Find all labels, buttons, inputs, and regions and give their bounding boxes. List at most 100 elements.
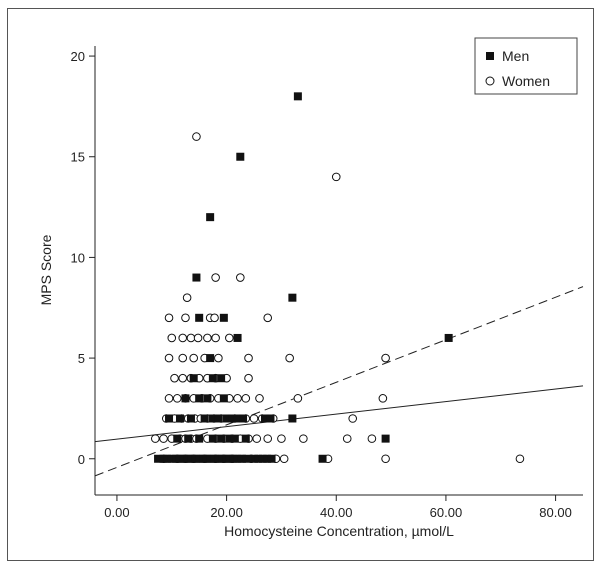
legend-men-label: Men (502, 48, 529, 64)
point-women (279, 454, 289, 464)
point-women (342, 434, 352, 443)
point-women (367, 434, 377, 443)
point-women (348, 414, 358, 423)
point-men (200, 414, 209, 423)
point-women (263, 313, 273, 323)
point-women (381, 454, 390, 464)
point-men (219, 313, 228, 322)
scatter-chart: 0.00 20.00 40.00 60.00 80.00 0 5 10 15 20 Homocys… (7, 8, 594, 561)
x-axis-label: Homocysteine Concentration, µmol/L (224, 523, 454, 539)
point-men (233, 454, 242, 463)
point-men (186, 414, 195, 423)
point-women (167, 333, 177, 343)
point-men (225, 434, 234, 443)
point-women (189, 353, 198, 363)
fit-lines (94, 286, 584, 477)
point-men (237, 454, 246, 463)
legend-women-label: Women (502, 73, 550, 89)
x-tick-label: 80.00 (539, 505, 572, 520)
point-men (267, 454, 276, 463)
point-men (242, 454, 251, 463)
point-men (222, 414, 231, 423)
y-tick-label: 5 (78, 351, 85, 366)
point-women (210, 313, 219, 323)
point-men (233, 333, 242, 342)
legend-men-marker (486, 52, 494, 60)
point-women (178, 353, 188, 363)
point-women (172, 394, 182, 403)
point-women (331, 172, 341, 182)
point-men (214, 414, 223, 423)
y-tick-label: 15 (71, 150, 85, 165)
point-women (244, 373, 253, 383)
point-men (167, 454, 176, 463)
point-men (250, 454, 259, 463)
point-men (293, 92, 302, 101)
point-men (263, 454, 272, 463)
y-axis-label: MPS Score (38, 234, 54, 305)
point-men (206, 354, 215, 363)
point-women (178, 373, 188, 383)
point-men (217, 374, 226, 383)
point-men (206, 213, 215, 222)
point-men (288, 414, 297, 423)
point-men (219, 394, 228, 403)
x-tick-label: 40.00 (320, 505, 353, 520)
point-women (244, 353, 253, 363)
point-men (260, 414, 269, 423)
point-men (195, 434, 204, 443)
point-women (181, 313, 190, 323)
point-women (186, 333, 196, 343)
point-men (184, 434, 193, 443)
point-women (193, 333, 203, 343)
point-men (195, 313, 204, 322)
point-men (236, 152, 245, 161)
point-men (444, 333, 453, 342)
point-women (378, 394, 388, 403)
y-tick-label: 0 (78, 452, 85, 467)
axes (94, 46, 583, 496)
chart-border (7, 8, 594, 561)
point-women (214, 353, 223, 363)
point-women (164, 353, 174, 363)
point-men (189, 374, 198, 383)
legend: Men Women (474, 37, 578, 95)
point-women (293, 394, 303, 403)
point-women (515, 454, 525, 464)
point-men (239, 414, 248, 423)
point-men (175, 414, 184, 423)
x-tick-label: 20.00 (210, 505, 243, 520)
fit-line-men (94, 286, 584, 477)
point-women (236, 273, 245, 282)
point-men (266, 414, 275, 423)
chart-frame: 0.00 20.00 40.00 60.00 80.00 0 5 10 15 20 Homocys… (7, 8, 595, 568)
point-women (381, 353, 390, 363)
point-women (225, 333, 234, 343)
point-men (228, 414, 237, 423)
fit-line-women (94, 385, 584, 443)
point-men (173, 434, 182, 443)
y-tick-label: 20 (71, 49, 85, 64)
point-women (211, 273, 220, 282)
point-men (217, 434, 226, 443)
point-men (208, 414, 217, 423)
point-women (233, 394, 242, 403)
point-women (182, 293, 192, 302)
x-tick-label: 0.00 (104, 505, 129, 520)
point-women (164, 394, 174, 403)
point-women (159, 434, 168, 443)
point-men (163, 454, 172, 463)
point-men (165, 414, 174, 423)
point-men (195, 394, 204, 403)
point-men (318, 454, 327, 463)
point-women (299, 434, 308, 443)
point-men (241, 434, 250, 443)
point-men (208, 374, 217, 383)
point-men (258, 454, 267, 463)
legend-women-marker (485, 76, 495, 86)
x-tick-label: 60.00 (430, 505, 463, 520)
point-men (181, 394, 190, 403)
point-men (288, 293, 297, 302)
data-points (151, 92, 525, 464)
point-women (241, 394, 251, 403)
